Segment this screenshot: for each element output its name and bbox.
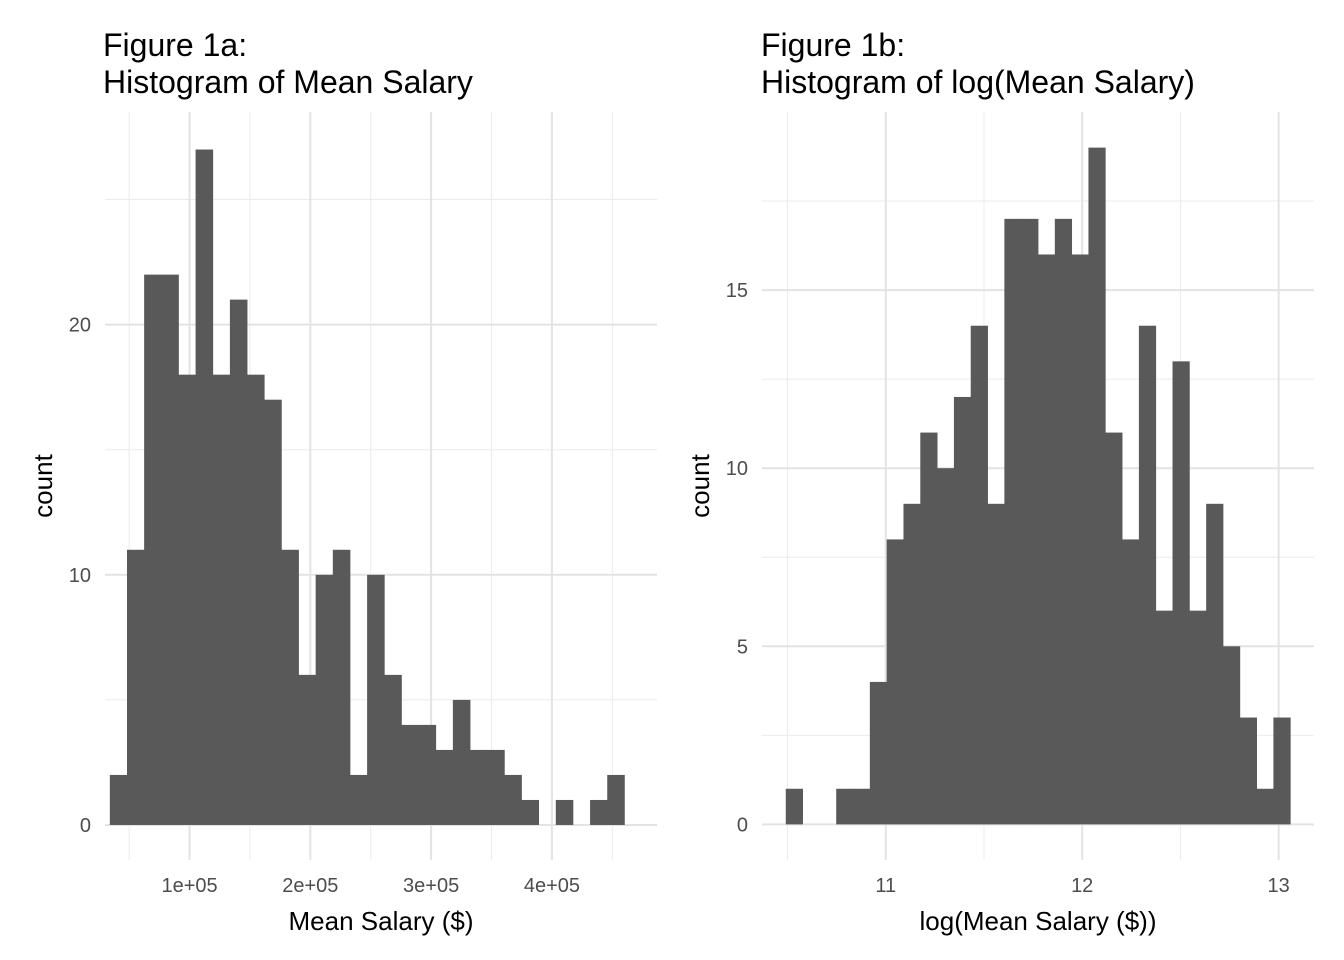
x-tick-label: 4e+05 bbox=[524, 875, 580, 897]
histogram-bar bbox=[1189, 610, 1207, 825]
x-tick-label: 1e+05 bbox=[161, 875, 217, 897]
x-tick-label: 11 bbox=[875, 875, 896, 897]
histogram-bar bbox=[126, 549, 145, 825]
y-tick-label: 5 bbox=[737, 636, 748, 658]
histogram-bar bbox=[332, 549, 351, 825]
chart-title-line1: Figure 1a: bbox=[103, 27, 248, 63]
histogram-bar bbox=[1256, 788, 1274, 825]
histogram-bar bbox=[504, 774, 522, 825]
y-tick-label: 20 bbox=[69, 315, 91, 337]
histogram-bar bbox=[1239, 717, 1257, 825]
histogram-bar bbox=[178, 374, 196, 825]
chart-title-line2: Histogram of Mean Salary bbox=[103, 64, 473, 100]
histogram-bar bbox=[298, 674, 317, 825]
histogram-bar bbox=[970, 325, 988, 825]
histogram-bar bbox=[470, 749, 488, 825]
histogram-bar bbox=[903, 503, 921, 825]
histogram-bar bbox=[1273, 717, 1291, 825]
histogram-bar bbox=[920, 432, 938, 825]
histogram-bar bbox=[1172, 361, 1190, 825]
histogram-bar bbox=[1021, 218, 1039, 825]
histogram-bar bbox=[607, 774, 625, 825]
histogram-bar bbox=[937, 468, 955, 825]
histogram-bar bbox=[349, 774, 368, 825]
x-tick-label: 3e+05 bbox=[403, 875, 459, 897]
histogram-bar bbox=[1138, 325, 1157, 825]
histogram-bar bbox=[1004, 218, 1022, 825]
y-axis-title: count bbox=[28, 453, 58, 517]
histogram-bar bbox=[109, 774, 128, 825]
histogram-bar bbox=[384, 674, 402, 825]
histogram-bar bbox=[367, 574, 385, 825]
x-axis-title: log(Mean Salary ($)) bbox=[920, 906, 1157, 936]
histogram-bar bbox=[953, 396, 972, 825]
histogram-bar bbox=[229, 299, 248, 825]
histogram-bar bbox=[435, 749, 454, 825]
y-tick-label: 10 bbox=[69, 565, 91, 587]
histogram-bar bbox=[1071, 254, 1089, 825]
histogram-bar bbox=[144, 274, 162, 825]
x-tick-label: 13 bbox=[1268, 875, 1290, 897]
histogram-bar bbox=[1122, 539, 1140, 825]
histogram-bar bbox=[161, 274, 179, 825]
y-tick-label: 15 bbox=[726, 280, 748, 302]
histogram-bar bbox=[869, 681, 888, 825]
histogram-bar bbox=[212, 374, 231, 825]
histogram-bar bbox=[1088, 147, 1106, 825]
histogram-bar bbox=[418, 724, 437, 825]
histogram-bar bbox=[487, 749, 505, 825]
y-tick-label: 0 bbox=[80, 815, 91, 837]
histogram-bar bbox=[264, 399, 282, 825]
x-axis-title: Mean Salary ($) bbox=[289, 906, 474, 936]
histogram-bar bbox=[1054, 218, 1073, 825]
histogram-bar bbox=[590, 799, 608, 825]
histogram-bar bbox=[1105, 432, 1123, 825]
histogram-bar bbox=[853, 788, 871, 825]
histogram-bar bbox=[1222, 646, 1241, 825]
histogram-bar bbox=[521, 799, 540, 825]
y-axis-title: count bbox=[685, 453, 715, 517]
histogram-bar bbox=[836, 788, 854, 825]
histogram-bar bbox=[195, 149, 214, 825]
histogram-bar bbox=[1155, 610, 1173, 825]
y-tick-label: 0 bbox=[737, 814, 748, 836]
histogram-bar bbox=[401, 724, 419, 825]
chart-title-line1: Figure 1b: bbox=[761, 27, 906, 63]
histogram-bar bbox=[987, 503, 1005, 825]
histogram-bar bbox=[281, 549, 299, 825]
histogram-bar bbox=[1038, 254, 1056, 825]
histogram-bar bbox=[247, 374, 265, 825]
histogram-bar bbox=[452, 699, 471, 825]
histogram-bar bbox=[315, 574, 334, 825]
histogram-bar bbox=[1206, 503, 1224, 825]
x-tick-label: 12 bbox=[1071, 875, 1093, 897]
histogram-bar bbox=[555, 799, 574, 825]
chart-title-line2: Histogram of log(Mean Salary) bbox=[761, 64, 1195, 100]
histogram-bar bbox=[785, 788, 803, 825]
histogram-bar bbox=[886, 539, 904, 825]
x-tick-label: 2e+05 bbox=[282, 875, 338, 897]
y-tick-label: 10 bbox=[726, 458, 748, 480]
